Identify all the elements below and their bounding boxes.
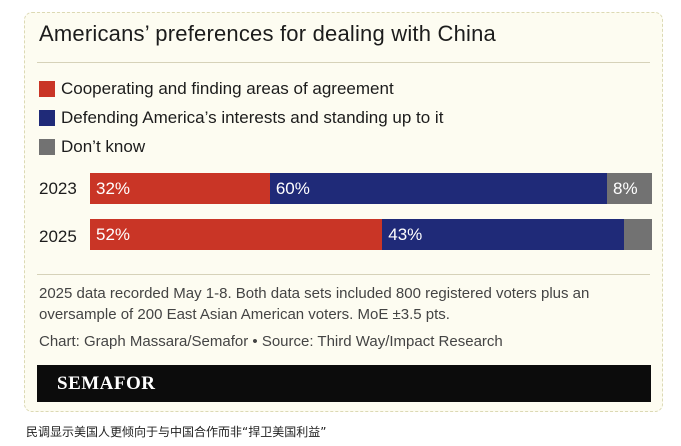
bar-segment-dont-know-2025 xyxy=(623,219,652,250)
legend-label-defending: Defending America’s interests and standi… xyxy=(61,108,444,127)
legend-item-dont-know: Don’t know xyxy=(39,137,145,157)
legend-item-cooperating: Cooperating and finding areas of agreeme… xyxy=(39,79,394,99)
data-label-cooperating-2025: 52% xyxy=(96,225,131,244)
methodology-note: 2025 data recorded May 1-8. Both data se… xyxy=(39,285,590,323)
data-label-defending-2023: 60% xyxy=(275,179,310,198)
bar-segment-defending-2025: 43% xyxy=(382,219,624,250)
legend-label-cooperating: Cooperating and finding areas of agreeme… xyxy=(61,79,394,98)
semafor-logo: SEMAFOR xyxy=(57,373,156,394)
bar-segment-cooperating-2025: 52% xyxy=(90,219,383,250)
legend-swatch-dont-know xyxy=(39,139,55,155)
bar-row-2025: 52% 43% xyxy=(90,219,652,250)
bar-segment-defending-2023: 60% xyxy=(269,173,608,204)
image-caption: 民调显示美国人更倾向于与中国合作而非“捍卫美国利益” xyxy=(26,425,327,439)
legend-swatch-cooperating xyxy=(39,81,55,97)
notes-divider xyxy=(37,274,650,275)
legend-item-defending: Defending America’s interests and standi… xyxy=(39,108,443,128)
chart-title: Americans’ preferences for dealing with … xyxy=(39,21,496,46)
data-label-defending-2025: 43% xyxy=(388,225,423,244)
category-label-2025: 2025 xyxy=(39,227,77,246)
category-label-2023: 2023 xyxy=(39,179,77,198)
bar-segment-cooperating-2023: 32% xyxy=(90,173,270,204)
bar-segment-dont-know-2023: 8% xyxy=(607,173,652,204)
bar-row-2023: 32% 60% 8% xyxy=(90,173,652,204)
chart-card: Americans’ preferences for dealing with … xyxy=(24,12,663,412)
legend-label-dont-know: Don’t know xyxy=(61,137,146,156)
chart-credit: Chart: Graph Massara/Semafor • Source: T… xyxy=(39,333,503,350)
data-label-cooperating-2023: 32% xyxy=(96,179,131,198)
brand-bar: SEMAFOR xyxy=(37,365,651,402)
data-label-dont-know-2023: 8% xyxy=(613,179,638,198)
legend-swatch-defending xyxy=(39,110,55,126)
title-divider xyxy=(37,62,650,63)
